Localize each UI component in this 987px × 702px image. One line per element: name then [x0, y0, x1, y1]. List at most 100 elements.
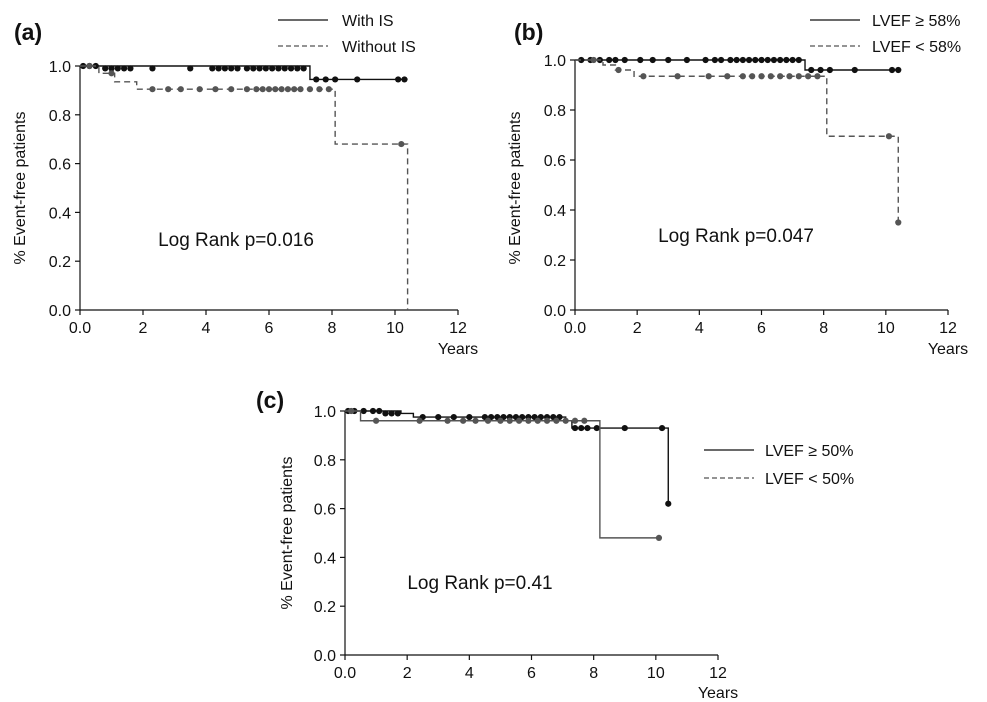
- censor-mark-series-0: [322, 76, 329, 83]
- censor-mark-series-0: [571, 424, 579, 432]
- censor-mark-series-0: [758, 56, 765, 64]
- censor-mark-series-0: [401, 76, 408, 83]
- x-tick-label: 4: [202, 320, 211, 337]
- censor-mark-series-1: [372, 417, 380, 424]
- censor-mark-series-0: [287, 65, 295, 72]
- censor-mark-series-1: [108, 70, 115, 77]
- censor-mark-series-1: [306, 86, 314, 93]
- censor-mark-series-1: [278, 86, 285, 93]
- censor-mark-series-1: [640, 73, 647, 80]
- censor-mark-series-1: [515, 417, 523, 424]
- censor-mark-series-0: [649, 56, 656, 64]
- x-tick-label: 6: [527, 665, 536, 682]
- censor-mark-series-1: [497, 417, 504, 424]
- censor-mark-series-0: [388, 410, 395, 417]
- censor-mark-series-1: [525, 417, 532, 424]
- censor-mark-series-1: [724, 73, 731, 80]
- censor-mark-series-1: [228, 86, 235, 93]
- censor-mark-series-0: [777, 56, 784, 64]
- censor-mark-series-0: [888, 66, 896, 74]
- censor-mark-series-0: [394, 410, 401, 417]
- censor-mark-series-1: [165, 86, 172, 93]
- censor-mark-series-1: [795, 73, 802, 80]
- censor-mark-series-0: [127, 65, 134, 72]
- legend: LVEF ≥ 50% LVEF < 50%: [704, 443, 854, 488]
- censor-mark-series-1: [196, 86, 203, 93]
- panel-letter: (b): [514, 19, 543, 45]
- censor-mark-series-0: [764, 56, 771, 64]
- censor-mark-series-1: [534, 417, 541, 424]
- censor-mark-series-1: [86, 62, 93, 70]
- censor-mark-series-0: [114, 65, 121, 72]
- censor-mark-series-0: [269, 65, 276, 72]
- censor-mark-series-0: [395, 76, 402, 83]
- x-tick-label: 6: [757, 320, 766, 337]
- x-tick-label: 2: [403, 665, 412, 682]
- y-axis-title: % Event-free patients: [507, 112, 524, 265]
- x-tick-label: 0.0: [334, 665, 356, 682]
- censor-mark-series-0: [466, 414, 473, 421]
- censor-mark-series-0: [612, 56, 619, 64]
- censor-mark-series-1: [777, 73, 784, 80]
- y-tick-label: 0.4: [49, 205, 71, 222]
- km-curve-series-0: [575, 59, 899, 71]
- censor-mark-series-0: [578, 56, 585, 64]
- legend: LVEF ≥ 58% LVEF < 58%: [810, 13, 961, 56]
- censor-mark-series-0: [149, 65, 156, 72]
- x-tick-label: 8: [328, 320, 337, 337]
- censor-mark-series-0: [243, 65, 251, 72]
- x-axis-title: Years: [698, 685, 738, 702]
- censor-mark-series-1: [553, 417, 560, 424]
- censor-mark-series-0: [770, 56, 778, 64]
- x-axis-title: Years: [438, 341, 478, 358]
- censor-mark-series-1: [149, 86, 156, 93]
- censor-mark-series-0: [275, 65, 282, 72]
- censor-mark-series-1: [615, 66, 622, 74]
- censor-mark-series-1: [758, 73, 765, 80]
- censor-mark-series-0: [593, 424, 600, 432]
- censor-mark-series-0: [382, 410, 389, 417]
- censor-mark-series-0: [895, 66, 902, 74]
- censor-mark-series-1: [885, 133, 893, 140]
- y-tick-label: 0.6: [49, 157, 71, 174]
- km-curve-series-1: [345, 410, 659, 539]
- censor-mark-series-0: [450, 414, 457, 421]
- x-tick-label: 0.0: [69, 320, 91, 337]
- censor-mark-series-0: [313, 76, 320, 83]
- censor-mark-series-0: [215, 65, 222, 72]
- censor-mark-series-1: [348, 407, 355, 415]
- censor-mark-series-0: [376, 407, 383, 415]
- y-tick-label: 0.0: [49, 303, 71, 320]
- censor-mark-series-1: [562, 417, 569, 424]
- censor-mark-series-0: [789, 56, 796, 64]
- censor-mark-series-1: [674, 73, 681, 80]
- x-tick-label: 2: [633, 320, 642, 337]
- x-tick-label: 10: [386, 320, 404, 337]
- legend-label-lvef-ge-50: LVEF ≥ 50%: [765, 443, 854, 460]
- x-tick-label: 12: [449, 320, 467, 337]
- censor-mark-series-1: [814, 73, 821, 80]
- log-rank-annotation: Log Rank p=0.047: [658, 226, 814, 247]
- censor-mark-series-0: [102, 65, 109, 72]
- legend-label-with-is: With IS: [342, 13, 394, 30]
- x-tick-label: 2: [139, 320, 148, 337]
- censor-mark-series-0: [250, 65, 257, 72]
- censor-mark-series-1: [655, 534, 663, 541]
- panel-letter: (c): [256, 387, 284, 413]
- x-tick-label: 4: [465, 665, 474, 682]
- censor-mark-series-1: [590, 56, 597, 64]
- y-tick-label: 0.2: [314, 599, 336, 616]
- censor-mark-series-1: [316, 86, 323, 93]
- y-tick-label: 0.4: [314, 550, 336, 567]
- censor-mark-series-0: [783, 56, 790, 64]
- log-rank-annotation: Log Rank p=0.016: [158, 230, 314, 251]
- censor-mark-series-1: [444, 417, 451, 424]
- censor-mark-series-1: [767, 73, 774, 80]
- censor-mark-series-0: [621, 424, 628, 432]
- censor-mark-series-0: [578, 424, 585, 432]
- censor-mark-series-0: [354, 76, 361, 83]
- censor-mark-series-0: [187, 65, 194, 72]
- y-tick-label: 0.2: [49, 254, 71, 271]
- censor-mark-series-0: [817, 66, 824, 74]
